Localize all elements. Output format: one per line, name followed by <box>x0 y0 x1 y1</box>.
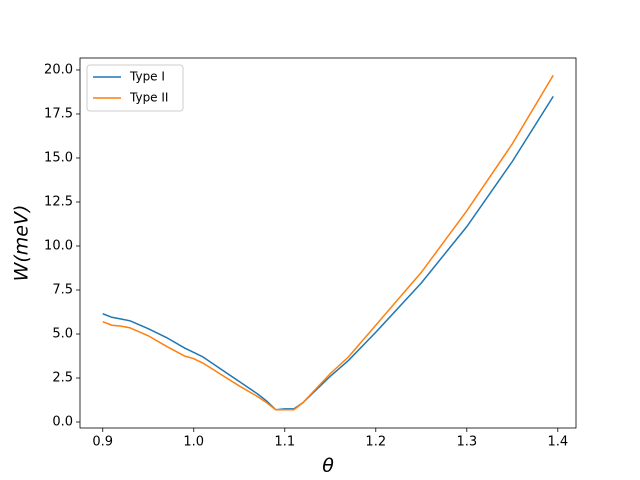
legend: Type I Type II <box>86 64 184 112</box>
legend-label: Type II <box>129 91 168 105</box>
x-tick-label: 1.3 <box>456 435 477 450</box>
x-tick-label: 0.9 <box>92 435 113 450</box>
y-tick-label: 17.5 <box>44 106 73 121</box>
y-tick-label: 10.0 <box>44 238 73 253</box>
series-line <box>102 95 554 411</box>
x-tick-label: 1.2 <box>365 435 386 450</box>
y-tick-label: 15.0 <box>44 150 73 165</box>
y-tick-label: 20.0 <box>44 62 73 77</box>
x-tick-label: 1.4 <box>547 435 568 450</box>
y-tick-label: 2.5 <box>52 371 73 386</box>
x-tick-label: 1.0 <box>183 435 204 450</box>
series-line <box>102 74 554 411</box>
y-tick-label: 5.0 <box>52 327 73 342</box>
x-axis-label: θ <box>322 455 334 477</box>
y-tick-label: 12.5 <box>44 194 73 209</box>
legend-label: Type I <box>129 70 165 84</box>
x-tick-label: 1.1 <box>274 435 295 450</box>
y-axis-label: W(meV) <box>11 205 33 282</box>
plot-frame <box>79 57 577 429</box>
y-tick-label: 0.0 <box>52 415 73 430</box>
y-tick-label: 7.5 <box>52 282 73 297</box>
